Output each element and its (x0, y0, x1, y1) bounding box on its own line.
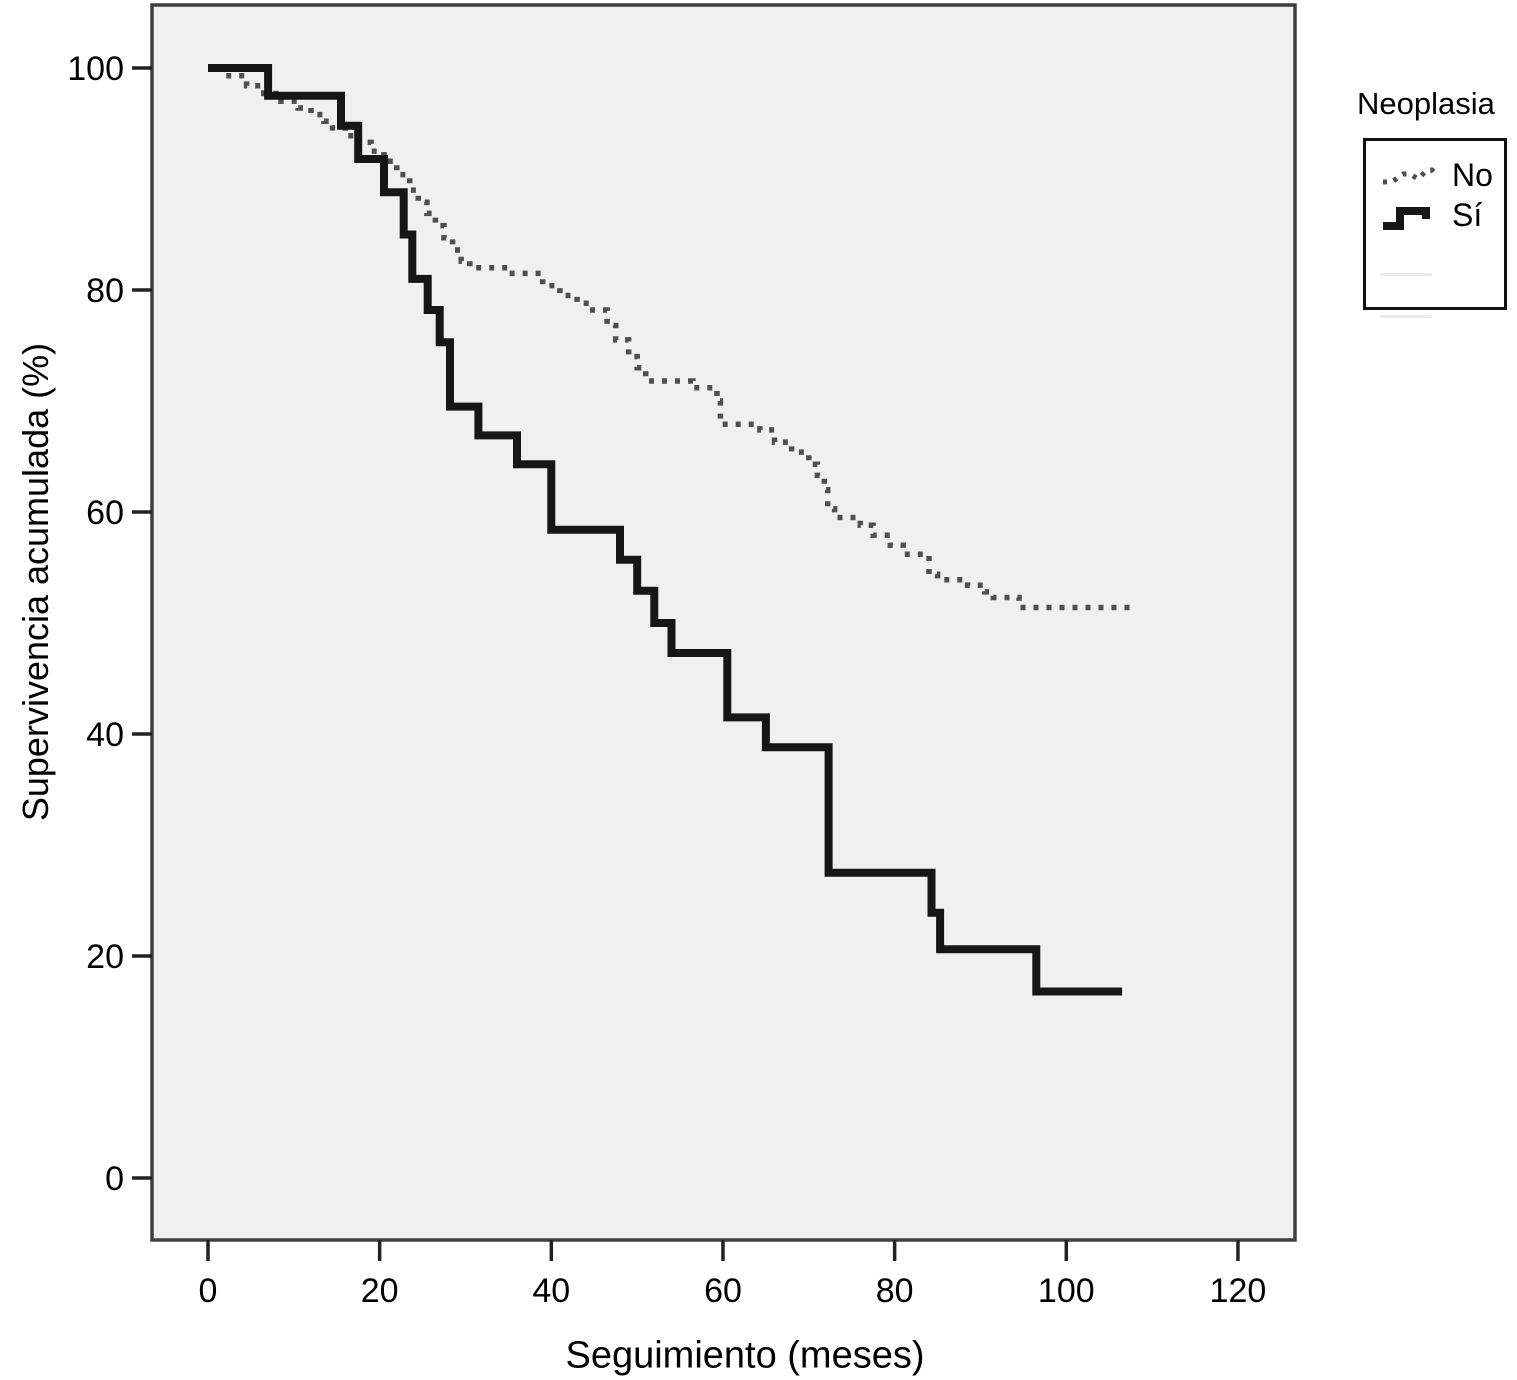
y-tick-label: 0 (105, 1160, 124, 1198)
legend-box: No Sí (1363, 138, 1507, 318)
x-tick-label: 60 (704, 1272, 742, 1310)
legend-empty-row (1380, 257, 1504, 291)
legend-entry-si: Sí (1380, 195, 1504, 235)
faint-line-sample (1380, 272, 1432, 276)
y-tick-label: 40 (86, 716, 124, 754)
faint-line-sample (1380, 314, 1432, 318)
legend-entry-no: No (1380, 155, 1504, 195)
x-tick-label: 120 (1210, 1272, 1267, 1310)
dotted-line-sample-icon (1383, 167, 1440, 185)
y-tick-label: 60 (86, 494, 124, 532)
legend-label-no: No (1452, 157, 1493, 193)
y-tick-label: 100 (67, 50, 124, 88)
legend-label-si: Sí (1452, 197, 1483, 233)
plot-area (150, 3, 1297, 1242)
y-axis-title: Supervivencia acumulada (%) (15, 342, 56, 822)
x-tick-label: 40 (532, 1272, 570, 1310)
x-tick-label: 0 (199, 1272, 218, 1310)
y-tick-label: 80 (86, 272, 124, 310)
solid-step-line-sample-icon (1383, 207, 1430, 230)
legend-si-line (1383, 207, 1430, 230)
legend-title: Neoplasia (1357, 86, 1495, 121)
series-si-curve (208, 64, 1123, 996)
x-axis-title: Seguimiento (meses) (565, 1334, 925, 1377)
y-tick-label: 20 (86, 938, 124, 976)
x-tick-label: 100 (1038, 1272, 1095, 1310)
x-tick-label: 20 (361, 1272, 399, 1310)
legend-empty-row (1380, 299, 1504, 333)
x-tick-label: 80 (876, 1272, 914, 1310)
legend-no-line (1383, 167, 1440, 185)
